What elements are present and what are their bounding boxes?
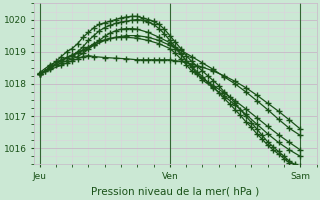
X-axis label: Pression niveau de la mer( hPa ): Pression niveau de la mer( hPa ) bbox=[91, 187, 260, 197]
